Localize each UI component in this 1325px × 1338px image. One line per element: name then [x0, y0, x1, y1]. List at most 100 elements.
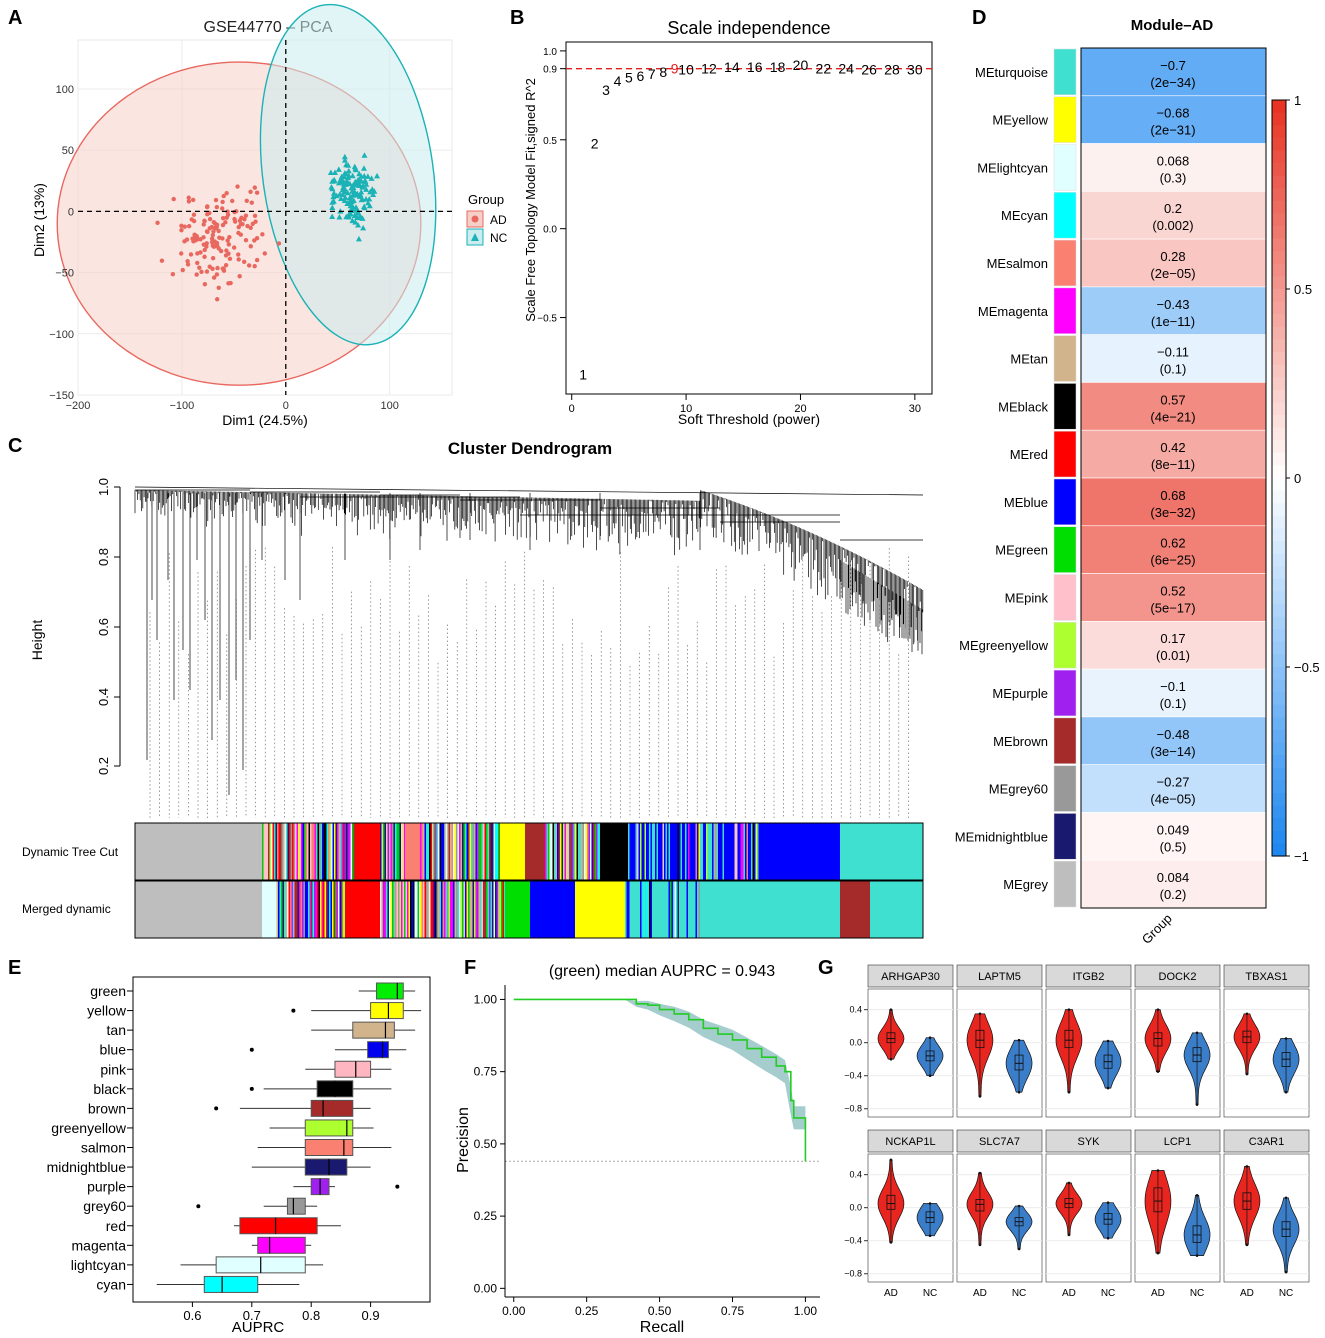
- color-segment: [456, 823, 458, 880]
- e-category-label: grey60: [83, 1198, 126, 1214]
- color-segment: [441, 823, 443, 880]
- color-segment: [573, 823, 576, 880]
- color-segment: [706, 823, 708, 880]
- e-category-label: yellow: [87, 1003, 127, 1019]
- colorbar-step: [1272, 717, 1286, 731]
- color-segment: [676, 823, 678, 880]
- point-nc: [336, 213, 343, 220]
- cell-r-value: 0.17: [1160, 631, 1185, 646]
- color-segment: [392, 823, 394, 880]
- color-segment: [757, 823, 759, 880]
- g-ytick-label: −0.8: [844, 1269, 862, 1279]
- color-segment: [315, 881, 318, 938]
- color-segment: [448, 881, 451, 938]
- violin-box: [1192, 1225, 1202, 1243]
- module-label: MEsalmon: [987, 256, 1048, 271]
- panel-d-xlabel: Group: [1139, 911, 1175, 947]
- colorbar-step: [1272, 490, 1286, 504]
- color-segment: [459, 823, 461, 880]
- color-segment: [557, 823, 559, 880]
- colorbar-step: [1272, 679, 1286, 693]
- color-segment: [677, 823, 680, 880]
- color-segment: [288, 881, 291, 938]
- point-ad: [248, 189, 253, 194]
- b-ytick-label: −0.5: [537, 314, 557, 325]
- facet-gene-label: SLC7A7: [979, 1136, 1020, 1148]
- color-segment: [564, 823, 567, 880]
- color-segment: [484, 881, 487, 938]
- colorbar-step: [1272, 276, 1286, 290]
- cell-p-value: (8e−11): [1151, 457, 1195, 472]
- color-segment: [487, 881, 490, 938]
- color-segment: [478, 823, 481, 880]
- colorbar-step: [1272, 604, 1286, 618]
- violin-outlier: [1156, 1169, 1160, 1172]
- point-nc: [341, 157, 348, 163]
- point-ad: [210, 266, 215, 272]
- facet-strip: [867, 964, 954, 988]
- color-segment: [346, 823, 348, 880]
- color-segment: [715, 823, 717, 880]
- colorbar-step: [1272, 364, 1286, 378]
- color-segment: [438, 881, 440, 938]
- color-segment: [309, 881, 312, 938]
- g-ytick-label: −0.8: [844, 1104, 862, 1114]
- color-segment: [725, 823, 728, 880]
- violin-outlier: [1017, 1038, 1021, 1042]
- point-ad: [186, 224, 192, 229]
- point-ad: [179, 223, 184, 228]
- color-segment: [749, 823, 752, 880]
- color-segment: [676, 881, 678, 938]
- color-segment: [302, 881, 304, 938]
- group-label: AD: [1151, 1288, 1165, 1299]
- color-segment: [668, 823, 671, 880]
- color-segment: [460, 823, 463, 880]
- color-segment: [386, 823, 388, 880]
- colorbar-step: [1272, 263, 1286, 277]
- color-segment: [287, 881, 289, 938]
- color-segment: [478, 881, 481, 938]
- module-label: MEpink: [1005, 590, 1049, 605]
- point-ad: [202, 282, 208, 287]
- color-segment: [584, 823, 586, 880]
- color-segment: [477, 881, 479, 938]
- color-segment: [278, 881, 280, 938]
- b-power-label: 22: [816, 61, 832, 77]
- dendrogram-branches: [134, 486, 924, 795]
- color-segment: [695, 823, 698, 880]
- color-segment: [483, 881, 485, 938]
- color-segment: [343, 823, 345, 880]
- color-segment: [701, 823, 704, 880]
- color-segment: [303, 881, 306, 938]
- facet-gene-label: DOCK2: [1159, 971, 1197, 983]
- b-power-label: 24: [838, 61, 854, 77]
- violin-outlier: [1284, 1270, 1288, 1274]
- color-segment: [266, 823, 269, 880]
- color-segment: [730, 823, 732, 880]
- cell-p-value: (0.5): [1160, 839, 1187, 854]
- point-ad: [246, 263, 252, 268]
- color-segment: [442, 881, 445, 938]
- facet-gene-label: LAPTM5: [978, 971, 1021, 983]
- color-segment: [643, 823, 645, 880]
- color-segment: [401, 823, 403, 880]
- b-xtick-label: 0: [569, 403, 575, 415]
- color-segment: [576, 823, 579, 880]
- cell-r-value: 0.084: [1157, 870, 1190, 885]
- color-segment: [625, 881, 627, 938]
- point-nc: [364, 173, 371, 179]
- color-segment: [480, 823, 482, 880]
- violin-box: [1064, 1029, 1074, 1049]
- module-label: MEturquoise: [975, 65, 1048, 80]
- point-ad: [243, 213, 249, 218]
- module-label: MEblue: [1004, 495, 1048, 510]
- module-label: MEtan: [1010, 352, 1048, 367]
- color-segment: [465, 881, 467, 938]
- color-segment: [710, 823, 713, 880]
- colorbar-step: [1272, 112, 1286, 126]
- color-segment: [396, 823, 399, 880]
- color-segment: [492, 881, 494, 938]
- color-segment: [466, 823, 469, 880]
- color-segment: [656, 881, 659, 938]
- color-segment: [398, 823, 400, 880]
